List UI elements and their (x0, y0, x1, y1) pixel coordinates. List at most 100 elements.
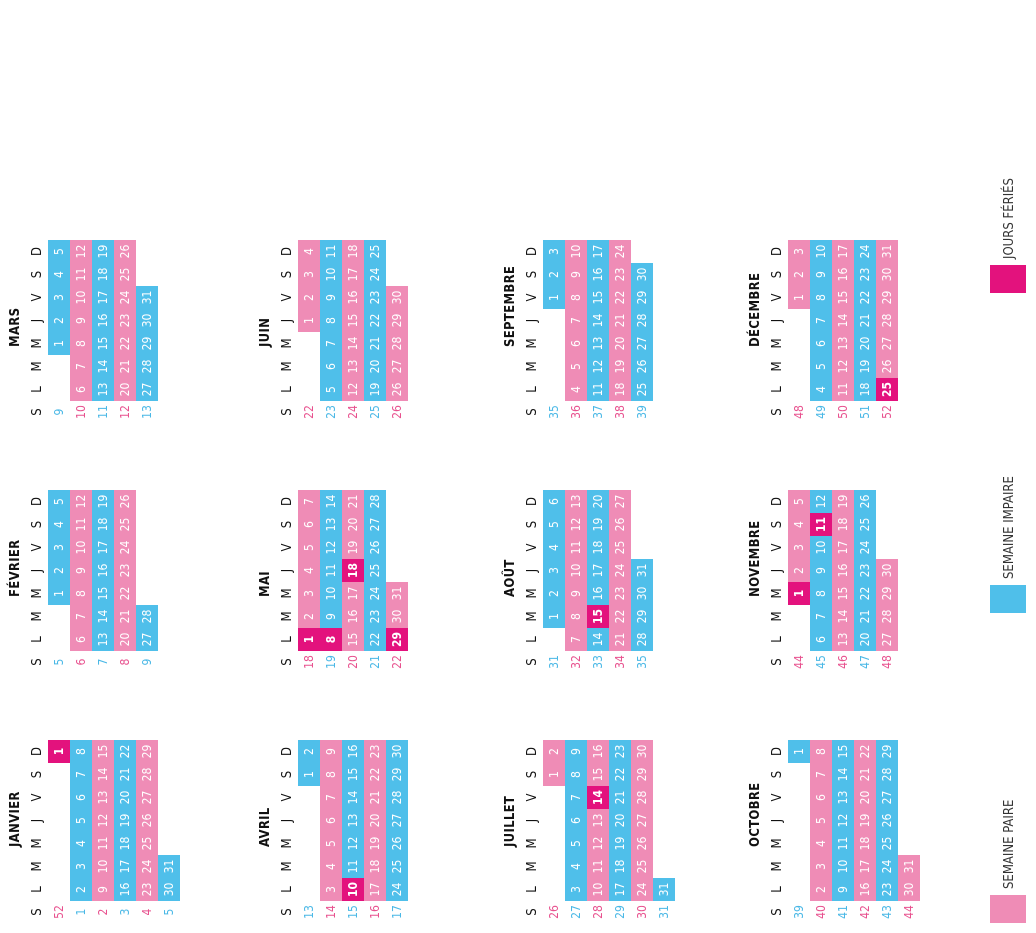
day-cell[interactable]: 27 (631, 332, 653, 355)
day-cell[interactable]: 7 (70, 763, 92, 786)
day-cell[interactable]: 2 (788, 263, 810, 286)
day-cell[interactable]: 28 (386, 786, 408, 809)
day-cell[interactable]: 5 (810, 809, 832, 832)
day-cell[interactable]: 19 (832, 490, 854, 513)
day-cell[interactable]: 6 (320, 809, 342, 832)
day-cell[interactable]: 21 (364, 332, 386, 355)
day-cell[interactable]: 22 (854, 582, 876, 605)
day-cell[interactable]: 16 (587, 263, 609, 286)
day-cell[interactable]: 25 (609, 536, 631, 559)
day-cell[interactable]: 14 (832, 309, 854, 332)
day-cell[interactable]: 14 (832, 605, 854, 628)
day-cell[interactable]: 15 (587, 763, 609, 786)
day-cell[interactable]: 30 (876, 263, 898, 286)
day-cell[interactable]: 25 (136, 832, 158, 855)
day-cell[interactable]: 12 (565, 513, 587, 536)
day-cell[interactable]: 18 (587, 536, 609, 559)
day-cell[interactable]: 7 (298, 490, 320, 513)
day-cell[interactable]: 12 (342, 832, 364, 855)
day-cell[interactable]: 9 (320, 740, 342, 763)
day-cell[interactable]: 8 (810, 582, 832, 605)
day-cell[interactable]: 14 (342, 332, 364, 355)
day-cell[interactable]: 4 (70, 832, 92, 855)
day-cell[interactable]: 21 (609, 309, 631, 332)
day-cell[interactable]: 8 (565, 763, 587, 786)
day-cell[interactable]: 6 (565, 332, 587, 355)
day-cell[interactable]: 6 (543, 490, 565, 513)
day-cell[interactable]: 7 (810, 763, 832, 786)
day-cell[interactable]: 5 (320, 378, 342, 401)
day-cell[interactable]: 2 (788, 559, 810, 582)
day-cell[interactable]: 16 (832, 559, 854, 582)
day-cell[interactable]: 13 (320, 513, 342, 536)
day-cell[interactable]: 29 (136, 740, 158, 763)
holiday-day-cell[interactable]: 29 (386, 628, 408, 651)
day-cell[interactable]: 11 (320, 240, 342, 263)
day-cell[interactable]: 17 (92, 286, 114, 309)
day-cell[interactable]: 6 (298, 513, 320, 536)
day-cell[interactable]: 21 (342, 490, 364, 513)
day-cell[interactable]: 28 (876, 309, 898, 332)
day-cell[interactable]: 21 (609, 628, 631, 651)
day-cell[interactable]: 14 (342, 786, 364, 809)
day-cell[interactable]: 26 (609, 513, 631, 536)
day-cell[interactable]: 28 (136, 355, 158, 378)
day-cell[interactable]: 26 (136, 809, 158, 832)
day-cell[interactable]: 6 (810, 786, 832, 809)
day-cell[interactable]: 27 (386, 809, 408, 832)
day-cell[interactable]: 17 (114, 855, 136, 878)
day-cell[interactable]: 21 (854, 763, 876, 786)
day-cell[interactable]: 13 (342, 809, 364, 832)
day-cell[interactable]: 31 (876, 240, 898, 263)
day-cell[interactable]: 8 (70, 582, 92, 605)
day-cell[interactable]: 1 (48, 582, 70, 605)
day-cell[interactable]: 30 (631, 263, 653, 286)
day-cell[interactable]: 6 (320, 355, 342, 378)
day-cell[interactable]: 14 (587, 628, 609, 651)
day-cell[interactable]: 17 (832, 240, 854, 263)
day-cell[interactable]: 22 (364, 628, 386, 651)
day-cell[interactable]: 11 (587, 855, 609, 878)
day-cell[interactable]: 20 (587, 490, 609, 513)
day-cell[interactable]: 12 (92, 809, 114, 832)
day-cell[interactable]: 3 (810, 855, 832, 878)
day-cell[interactable]: 29 (876, 582, 898, 605)
day-cell[interactable]: 16 (342, 286, 364, 309)
day-cell[interactable]: 4 (565, 855, 587, 878)
day-cell[interactable]: 5 (320, 832, 342, 855)
day-cell[interactable]: 21 (114, 355, 136, 378)
day-cell[interactable]: 22 (114, 332, 136, 355)
day-cell[interactable]: 20 (114, 786, 136, 809)
day-cell[interactable]: 22 (114, 740, 136, 763)
day-cell[interactable]: 5 (48, 490, 70, 513)
day-cell[interactable]: 19 (114, 809, 136, 832)
day-cell[interactable]: 16 (832, 263, 854, 286)
day-cell[interactable]: 9 (70, 559, 92, 582)
day-cell[interactable]: 18 (92, 263, 114, 286)
day-cell[interactable]: 28 (386, 332, 408, 355)
day-cell[interactable]: 13 (587, 809, 609, 832)
day-cell[interactable]: 18 (854, 378, 876, 401)
day-cell[interactable]: 3 (298, 263, 320, 286)
day-cell[interactable]: 27 (386, 355, 408, 378)
day-cell[interactable]: 2 (48, 309, 70, 332)
day-cell[interactable]: 23 (364, 605, 386, 628)
day-cell[interactable]: 17 (609, 878, 631, 901)
day-cell[interactable]: 10 (565, 559, 587, 582)
day-cell[interactable]: 22 (609, 286, 631, 309)
day-cell[interactable]: 22 (854, 286, 876, 309)
day-cell[interactable]: 11 (92, 832, 114, 855)
day-cell[interactable]: 19 (364, 832, 386, 855)
day-cell[interactable]: 22 (609, 763, 631, 786)
day-cell[interactable]: 14 (92, 605, 114, 628)
day-cell[interactable]: 9 (565, 740, 587, 763)
day-cell[interactable]: 29 (631, 763, 653, 786)
day-cell[interactable]: 7 (565, 309, 587, 332)
day-cell[interactable]: 20 (364, 355, 386, 378)
day-cell[interactable]: 15 (92, 332, 114, 355)
day-cell[interactable]: 14 (92, 355, 114, 378)
day-cell[interactable]: 10 (320, 582, 342, 605)
day-cell[interactable]: 8 (320, 763, 342, 786)
day-cell[interactable]: 11 (70, 263, 92, 286)
day-cell[interactable]: 16 (342, 740, 364, 763)
